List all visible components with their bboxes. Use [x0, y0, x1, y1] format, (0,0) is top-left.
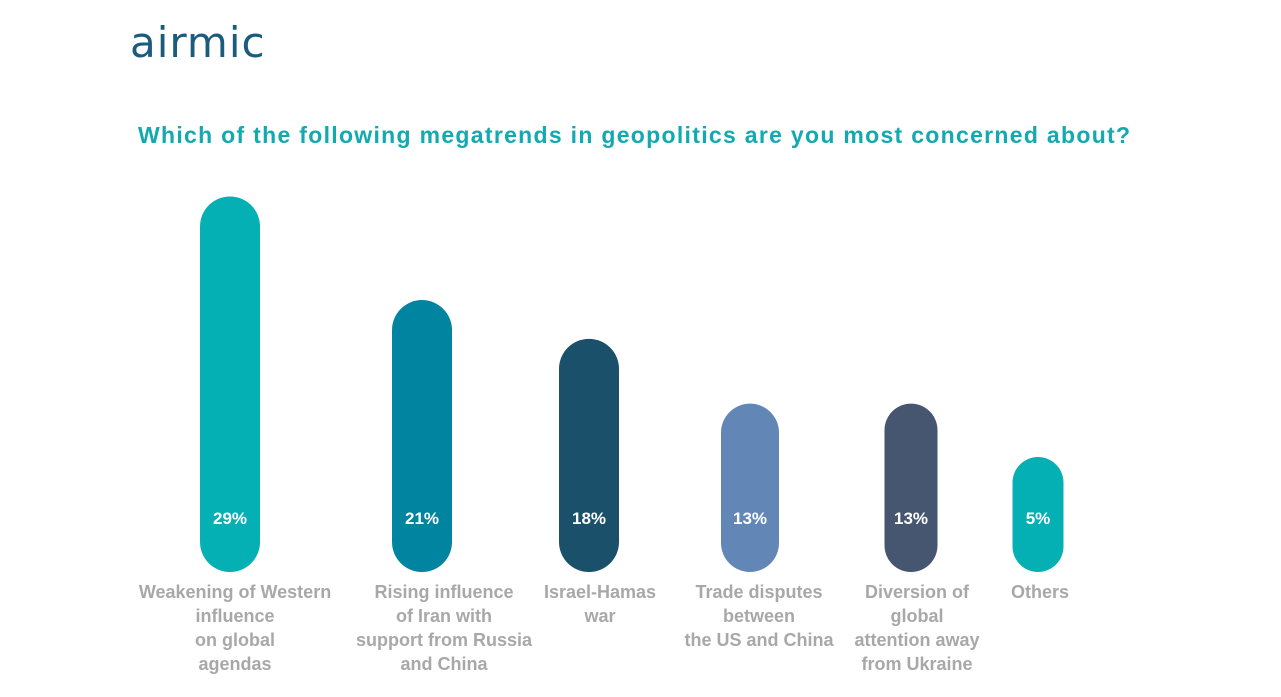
category-label-6: Others: [1010, 582, 1070, 602]
bar-3: [559, 338, 619, 572]
category-label-2: Rising influence of Iran with support fr…: [355, 582, 533, 674]
category-label-1: Weakening of Western influence on global…: [138, 582, 332, 674]
value-label-1: 29%: [213, 509, 247, 528]
chart-title: Which of the following megatrends in geo…: [138, 122, 1132, 148]
airmic-logo: airmic: [130, 18, 266, 67]
value-label-6: 5%: [1026, 509, 1051, 528]
bar-5: [884, 403, 938, 572]
bar-2: [392, 300, 452, 572]
value-label-3: 18%: [572, 509, 606, 528]
bar-1: [200, 196, 260, 572]
value-label-5: 13%: [894, 509, 928, 528]
category-label-5: Diversion of global attention away from …: [854, 582, 980, 674]
category-label-4: Trade disputes between the US and China: [684, 582, 834, 650]
value-label-4: 13%: [733, 509, 767, 528]
value-label-2: 21%: [405, 509, 439, 528]
bar-4: [721, 403, 779, 572]
category-label-3: Israel-Hamas war: [543, 582, 657, 626]
bar-6: [1012, 457, 1064, 572]
